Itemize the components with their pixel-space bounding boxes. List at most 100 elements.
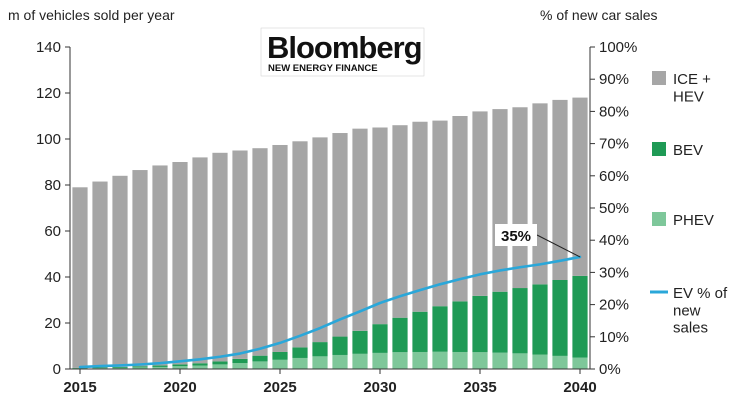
bar-bev-2030: [372, 324, 388, 353]
bar-bev-2038: [532, 284, 548, 355]
brand-subtitle: NEW ENERGY FINANCE: [268, 63, 378, 74]
left-tick-label: 100: [36, 131, 61, 148]
right-tick-label: 50%: [599, 200, 629, 217]
bar-ice-2040: [572, 97, 588, 276]
bar-phev-2033: [432, 351, 448, 369]
bar-phev-2024: [252, 361, 268, 369]
bar-ice-2020: [172, 162, 188, 365]
bar-bev-2033: [432, 306, 448, 352]
bar-ice-2026: [292, 141, 308, 348]
bar-phev-2029: [352, 353, 368, 369]
left-axis-title: m of vehicles sold per year: [8, 7, 175, 23]
bar-bev-2020: [172, 364, 188, 367]
right-tick-label: 40%: [599, 232, 629, 249]
legend-bev: BEV: [652, 142, 703, 159]
left-tick-label: 80: [44, 177, 61, 194]
bar-bev-2018: [132, 366, 148, 368]
bar-phev-2017: [112, 367, 128, 369]
legend-bev-swatch: [652, 142, 666, 156]
bar-bev-2035: [472, 295, 488, 353]
legend-phev-label: PHEV: [673, 212, 714, 229]
axes: 0204060801001201400%10%20%30%40%50%60%70…: [36, 39, 637, 396]
bar-bev-2029: [352, 330, 368, 354]
bar-phev-2021: [192, 365, 208, 369]
bar-phev-2034: [452, 351, 468, 369]
bar-bev-2023: [232, 358, 248, 364]
legend-ice-hev: ICE + HEV: [652, 71, 711, 105]
right-tick-label: 60%: [599, 168, 629, 185]
bar-bev-2027: [312, 342, 328, 357]
bloomberg-logo: Bloomberg NEW ENERGY FINANCE: [260, 27, 425, 77]
right-tick-label: 0%: [599, 361, 621, 378]
right-tick-label: 80%: [599, 103, 629, 120]
annotation-35-percent: 35%: [501, 228, 531, 245]
bar-ice-2022: [212, 152, 228, 362]
right-axis-title: % of new car sales: [540, 7, 658, 23]
bar-ice-2039: [552, 99, 568, 280]
left-tick-label: 120: [36, 85, 61, 102]
x-tick-label: 2020: [163, 379, 196, 396]
bar-ice-2015: [72, 187, 88, 368]
bar-bev-2037: [512, 288, 528, 354]
brand-name: Bloomberg: [267, 30, 422, 65]
bar-phev-2038: [532, 354, 548, 369]
legend-bev-label: BEV: [673, 142, 703, 159]
legend-ice-hev-label: ICE + HEV: [673, 71, 711, 105]
right-tick-label: 10%: [599, 329, 629, 346]
bar-phev-2020: [172, 366, 188, 369]
x-tick-label: 2015: [63, 379, 96, 396]
bar-bev-2026: [292, 347, 308, 358]
x-tick-label: 2030: [363, 379, 396, 396]
bar-ice-2036: [492, 109, 508, 292]
bar-ice-2032: [412, 121, 428, 312]
bar-ice-2023: [232, 150, 248, 359]
bar-ice-2030: [372, 127, 388, 325]
bar-bev-2031: [392, 317, 408, 353]
legend-ice-hev-swatch: [652, 71, 666, 85]
right-tick-label: 70%: [599, 136, 629, 153]
left-tick-label: 60: [44, 223, 61, 240]
bar-phev-2028: [332, 354, 348, 369]
bar-phev-2025: [272, 359, 288, 369]
bar-bev-2025: [272, 351, 288, 360]
bar-phev-2027: [312, 356, 328, 369]
annotation-leader: [536, 234, 581, 258]
bar-ice-2021: [192, 157, 208, 364]
right-tick-label: 100%: [599, 39, 637, 56]
bar-bev-2016: [92, 367, 108, 369]
bar-ice-2033: [432, 120, 448, 307]
bar-phev-2031: [392, 352, 408, 369]
annotation-box: [495, 224, 537, 246]
bar-ice-2024: [252, 148, 268, 356]
bar-bev-2024: [252, 355, 268, 362]
bar-bev-2036: [492, 291, 508, 353]
bar-ice-2028: [332, 133, 348, 337]
x-tick-label: 2035: [463, 379, 496, 396]
legend-phev: PHEV: [652, 212, 714, 229]
bar-ice-2025: [272, 144, 288, 352]
left-tick-label: 0: [53, 361, 61, 378]
bar-bev-2028: [332, 336, 348, 355]
bar-bev-2017: [112, 366, 128, 368]
left-tick-label: 140: [36, 39, 61, 56]
legend: ICE + HEV BEV PHEV EV % of new sales: [650, 71, 728, 337]
bar-phev-2035: [472, 352, 488, 369]
bar-ice-2031: [392, 125, 408, 318]
bar-phev-2022: [212, 364, 228, 369]
plot-area: 35%: [72, 97, 588, 369]
ev-share-line: [78, 255, 582, 369]
legend-ev-share-label: EV % of new sales: [673, 285, 728, 337]
x-tick-label: 2025: [263, 379, 296, 396]
bar-ice-2017: [112, 175, 128, 367]
bar-ice-2035: [472, 111, 488, 296]
bar-bev-2034: [452, 301, 468, 352]
bar-bev-2032: [412, 311, 428, 352]
bar-phev-2040: [572, 357, 588, 369]
x-tick-label: 2040: [563, 379, 596, 396]
bar-ice-2038: [532, 103, 548, 285]
legend-phev-swatch: [652, 212, 666, 226]
bar-phev-2018: [132, 367, 148, 369]
legend-ev-share: EV % of new sales: [650, 285, 728, 337]
bar-phev-2032: [412, 351, 428, 369]
